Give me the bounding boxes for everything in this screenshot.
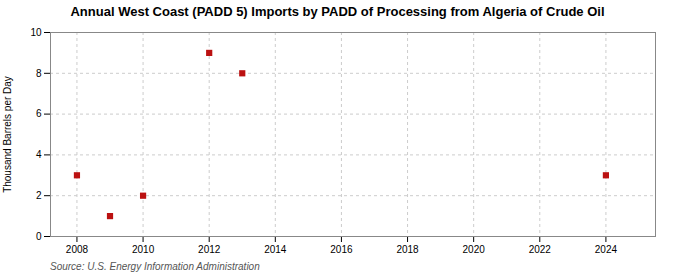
svg-text:2022: 2022: [529, 244, 552, 255]
svg-text:10: 10: [30, 27, 42, 38]
svg-text:2010: 2010: [132, 244, 155, 255]
svg-text:2014: 2014: [264, 244, 287, 255]
html-text:Annual West Coast (PADD 5) Imp: Annual West Coast (PADD 5) Imports by PA…: [70, 4, 605, 19]
svg-text:2020: 2020: [463, 244, 486, 255]
svg-text:0: 0: [36, 231, 42, 242]
svg-text:4: 4: [36, 149, 42, 160]
svg-text:2012: 2012: [198, 244, 221, 255]
svg-text:2016: 2016: [330, 244, 353, 255]
html-text:Source: U.S. Energy Informatio: Source: U.S. Energy Information Administ…: [50, 261, 260, 272]
svg-text:8: 8: [36, 68, 42, 79]
svg-text:Thousand Barrels per Day: Thousand Barrels per Day: [2, 76, 13, 193]
svg-text:2018: 2018: [396, 244, 419, 255]
svg-text:2008: 2008: [66, 244, 89, 255]
svg-text:6: 6: [36, 108, 42, 119]
svg-text:2: 2: [36, 190, 42, 201]
svg-text:2024: 2024: [595, 244, 618, 255]
